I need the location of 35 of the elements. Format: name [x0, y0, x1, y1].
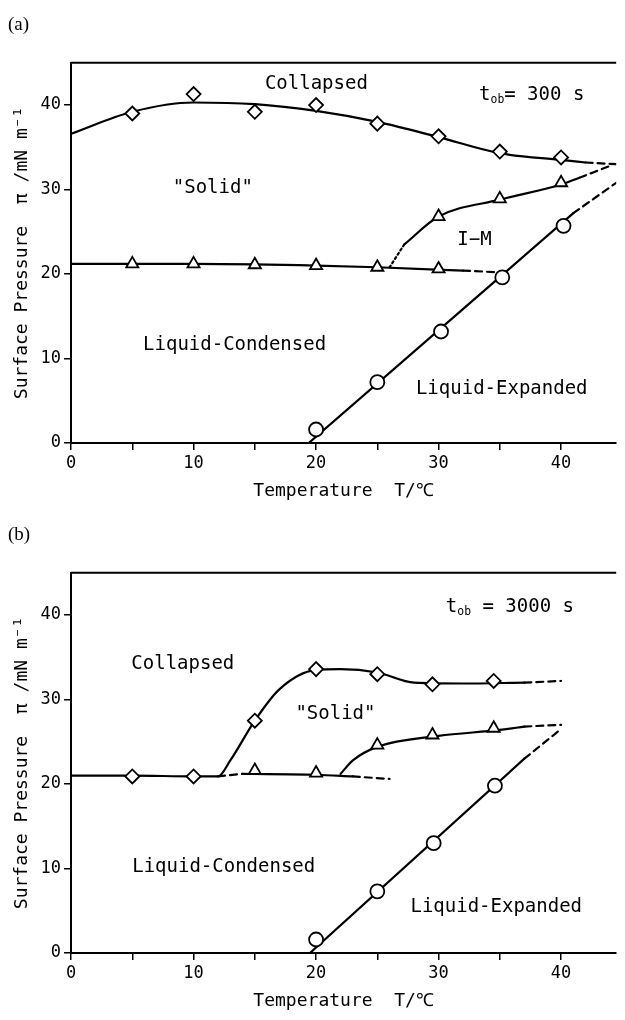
annotation: I−M	[457, 227, 492, 250]
y-tick-label: 40	[40, 93, 62, 114]
x-tick-label: 30	[428, 451, 449, 472]
x-tick-label: 40	[550, 961, 572, 982]
y-axis-title: Surface Pressure π /mN m⁻¹	[10, 106, 32, 400]
annotation: Collapsed	[131, 650, 235, 673]
annotation: Collapsed	[264, 71, 368, 94]
y-tick-label: 10	[40, 856, 62, 877]
x-tick-label: 20	[305, 451, 327, 472]
y-tick-label: 30	[40, 177, 62, 198]
x-axis-title: Temperature T/℃	[253, 988, 434, 1010]
annotation: Liquid-Expanded	[410, 894, 583, 917]
x-tick-label: 40	[550, 451, 572, 472]
y-tick-label: 40	[40, 603, 62, 624]
y-tick-label: 0	[50, 431, 62, 452]
x-tick-label: 0	[65, 961, 77, 982]
y-tick-label: 0	[50, 941, 62, 962]
x-tick-label: 30	[428, 961, 449, 982]
x-tick-label: 10	[183, 451, 204, 472]
y-tick-label: 20	[40, 772, 62, 793]
y-tick-label: 10	[40, 346, 62, 367]
y-tick-label: 30	[40, 687, 62, 708]
y-tick-label: 20	[40, 262, 62, 283]
annotation: Liquid-Condensed	[143, 331, 327, 354]
y-axis-title: Surface Pressure π /mN m⁻¹	[10, 616, 32, 910]
x-tick-label: 20	[305, 961, 327, 982]
x-axis-title: Temperature T/℃	[253, 478, 434, 500]
annotation: "Solid"	[172, 174, 253, 197]
chart-title: (b)	[8, 523, 31, 546]
chart-title: (a)	[8, 13, 30, 36]
annotation: "Solid"	[295, 700, 376, 723]
x-tick-label: 0	[65, 451, 77, 472]
annotation: Liquid-Condensed	[132, 853, 316, 876]
x-tick-label: 10	[183, 961, 204, 982]
annotation: Liquid-Expanded	[415, 375, 588, 398]
